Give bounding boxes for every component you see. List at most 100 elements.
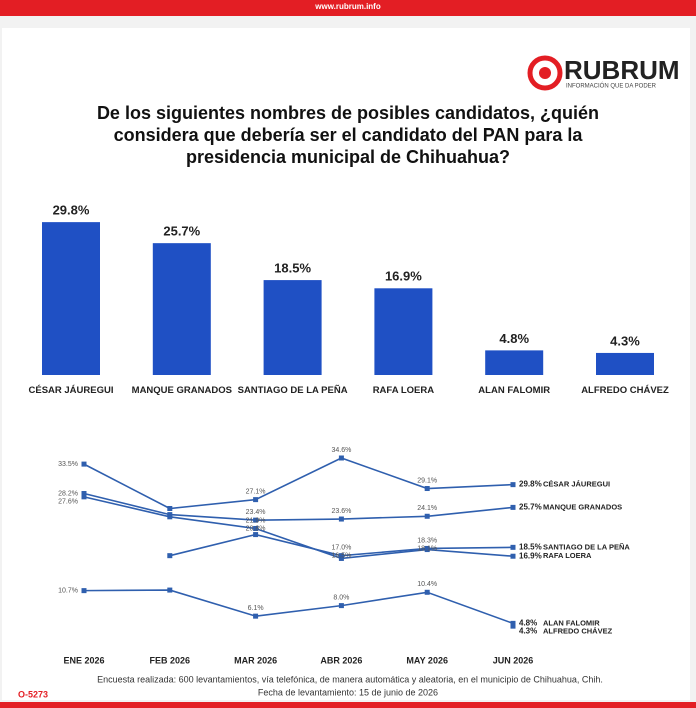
point	[424, 486, 430, 492]
point	[510, 620, 516, 626]
point	[167, 587, 173, 593]
x-tick-label: MAR 2026	[234, 655, 277, 665]
legend-label: ALFREDO CHÁVEZ	[543, 626, 613, 635]
point	[510, 544, 516, 550]
category-label: ALFREDO CHÁVEZ	[581, 385, 669, 396]
bar	[374, 288, 433, 375]
x-tick-label: FEB 2026	[150, 655, 191, 665]
value-label: 27.1%	[246, 488, 266, 495]
x-tick-label: ENE 2026	[63, 655, 104, 665]
value-label: 27.6%	[58, 498, 78, 505]
point	[167, 505, 173, 511]
point	[253, 517, 259, 523]
point	[338, 516, 344, 522]
legend-label: CÉSAR JÁUREGUI	[543, 480, 610, 489]
chart-title: De los siguientes nombres de posibles ca…	[96, 103, 600, 167]
bar	[152, 243, 211, 375]
bar	[596, 352, 654, 375]
value-label: 4.8%	[519, 618, 537, 627]
value-label: 29.1%	[417, 477, 437, 484]
bar	[485, 350, 544, 375]
value-label: 21.9%	[246, 517, 266, 524]
legend-label: SANTIAGO DE LA PEÑA	[543, 542, 630, 551]
point	[81, 461, 87, 467]
legend-label: MANQUE GRANADOS	[543, 502, 622, 511]
point	[338, 553, 344, 559]
category-label: RAFA LOERA	[372, 385, 435, 396]
bottom-bar	[0, 702, 696, 708]
point	[81, 588, 87, 594]
value-label: 34.6%	[331, 447, 351, 454]
value-label: 8.0%	[333, 594, 349, 601]
x-tick-label: ABR 2026	[320, 655, 362, 665]
series-line	[83, 457, 514, 510]
value-label: 16.5%	[331, 553, 351, 560]
series-line	[83, 589, 514, 625]
value-label: 16.9%	[519, 551, 542, 560]
x-tick-label: JUN 2026	[493, 655, 534, 665]
top-bar	[0, 0, 696, 16]
point	[253, 613, 259, 619]
value-label: 17.0%	[331, 545, 351, 552]
legend-label: RAFA LOERA	[543, 551, 592, 560]
point	[253, 525, 259, 531]
point	[253, 497, 259, 503]
value-label: 4.3%	[610, 333, 640, 348]
point	[424, 589, 430, 595]
value-label: 28.2%	[58, 490, 78, 497]
tagline: INFORMACIÓN QUE DA PODER	[566, 83, 657, 90]
date: Fecha de levantamiento: 15 de junio de 2…	[258, 687, 438, 697]
logo-ring	[527, 55, 563, 91]
point	[338, 455, 344, 461]
point	[167, 514, 173, 520]
point	[424, 513, 430, 519]
x-tick-label: MAY 2026	[406, 655, 448, 665]
value-label: 29.8%	[53, 203, 90, 218]
value-label: 18.5%	[519, 542, 542, 551]
category-label: ALAN FALOMIR	[478, 385, 551, 396]
value-label: 10.4%	[417, 581, 437, 588]
point	[510, 553, 516, 559]
category-label: MANQUE GRANADOS	[131, 385, 232, 396]
value-label: 29.8%	[519, 480, 542, 489]
value-label: 18.1%	[417, 545, 437, 552]
point	[81, 494, 87, 500]
point	[510, 504, 516, 510]
value-label: 33.5%	[58, 461, 78, 468]
value-label: 24.1%	[417, 505, 437, 512]
logo-dot	[539, 67, 551, 79]
point	[253, 532, 259, 538]
bar	[263, 280, 322, 375]
series-line	[83, 496, 514, 560]
card	[2, 28, 690, 700]
point	[510, 482, 516, 488]
value-label: 6.1%	[248, 605, 264, 612]
point	[424, 547, 430, 553]
point	[167, 553, 173, 559]
point	[338, 603, 344, 609]
value-label: 20.8%	[246, 525, 266, 532]
value-label: 18.3%	[417, 537, 437, 544]
category-label: SANTIAGO DE LA PEÑA	[237, 385, 348, 396]
value-label: 10.7%	[58, 587, 78, 594]
value-label: 23.6%	[331, 508, 351, 515]
note: Encuesta realizada: 600 levantamientos, …	[97, 674, 603, 684]
series-line	[83, 492, 514, 521]
value-label: 4.8%	[499, 331, 529, 346]
point	[338, 555, 344, 561]
value-label: 4.3%	[519, 626, 537, 635]
legend-label: ALAN FALOMIR	[543, 618, 600, 627]
value-label: 25.7%	[163, 224, 200, 239]
value-label: 16.9%	[385, 269, 422, 284]
code: O-5273	[18, 689, 48, 699]
logo: RUBRUM	[564, 55, 680, 85]
top-url: www.rubrum.info	[315, 2, 381, 11]
point	[510, 623, 516, 629]
category-label: CÉSAR JÁUREGUI	[28, 385, 114, 396]
point	[81, 491, 87, 497]
bar	[42, 222, 100, 375]
value-label: 25.7%	[519, 502, 542, 511]
value-label: 18.5%	[274, 261, 311, 276]
